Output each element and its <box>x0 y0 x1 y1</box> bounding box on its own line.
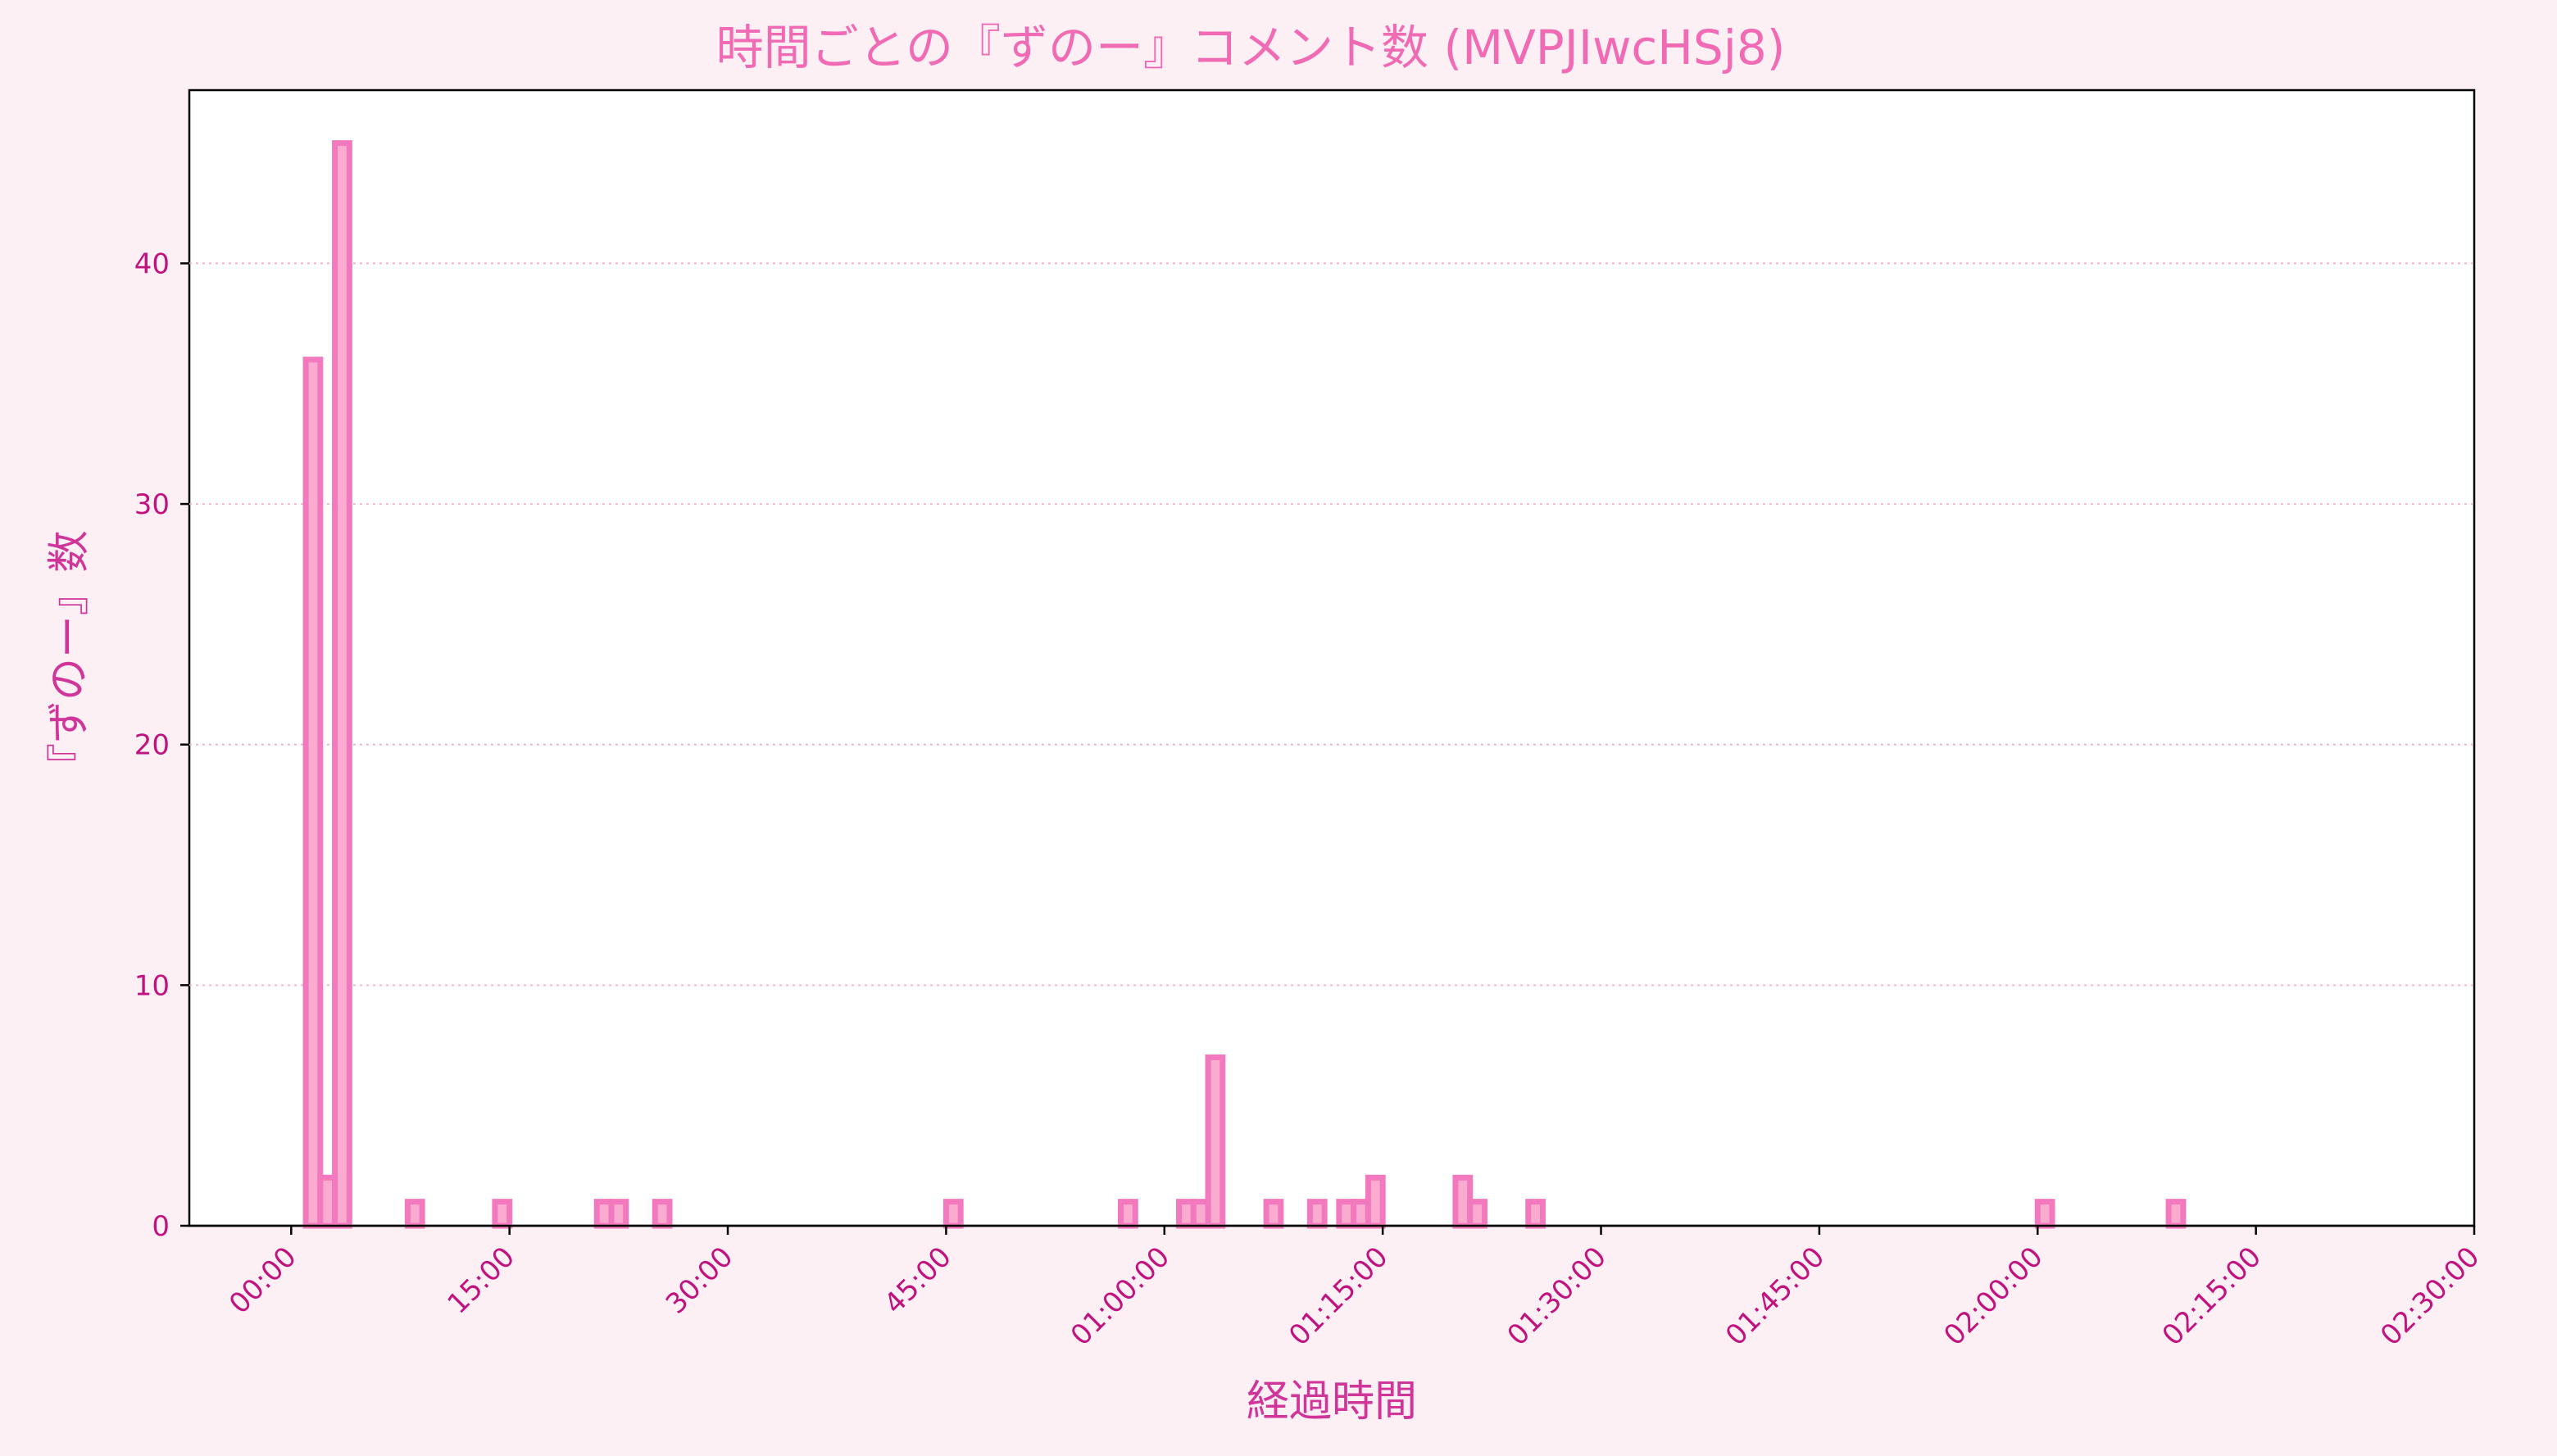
x-axis-label: 経過時間 <box>1247 1377 1417 1427</box>
bar <box>2034 1199 2055 1229</box>
bar <box>1118 1199 1138 1229</box>
x-axis-ticks: 00:00 15:00 30:00 45:00 01:00:00 01:15:00 01:3… <box>223 1226 2486 1352</box>
bar <box>1525 1199 1546 1229</box>
bar <box>404 1199 425 1229</box>
bar <box>1306 1199 1328 1229</box>
x-tick-label: 30:00 <box>660 1241 740 1321</box>
bar <box>652 1199 673 1229</box>
y-axis-ticks: 0 10 20 30 40 <box>134 247 189 1243</box>
x-tick-label: 15:00 <box>441 1241 521 1321</box>
x-tick-label: 02:15:00 <box>2156 1241 2268 1352</box>
bar <box>492 1199 513 1229</box>
y-tick-label: 10 <box>134 969 170 1002</box>
bar <box>1263 1199 1284 1229</box>
chart-title: 時間ごとの『ずのー』コメント数 (MVPJIwcHSj8) <box>716 20 1786 75</box>
grid-lines <box>189 262 2474 987</box>
bar <box>302 356 324 1229</box>
x-tick-label: 01:45:00 <box>1719 1241 1831 1352</box>
y-axis-label: 『ずのー』数 <box>45 530 94 786</box>
bar <box>2165 1199 2187 1229</box>
y-tick-label: 0 <box>152 1210 170 1243</box>
bar <box>608 1199 629 1229</box>
bar <box>1365 1174 1386 1229</box>
bar <box>1205 1054 1226 1229</box>
plot-area <box>188 88 2476 1227</box>
x-tick-label: 01:00:00 <box>1065 1241 1176 1352</box>
y-tick-label: 40 <box>134 247 170 280</box>
x-tick-label: 02:00:00 <box>1937 1241 2049 1352</box>
bar <box>332 140 352 1229</box>
x-tick-label: 00:00 <box>223 1241 303 1321</box>
x-tick-label: 02:30:00 <box>2374 1241 2486 1352</box>
y-tick-label: 30 <box>134 488 170 521</box>
bar <box>942 1199 964 1229</box>
bar <box>1467 1199 1487 1229</box>
x-tick-label: 01:15:00 <box>1283 1241 1394 1352</box>
y-tick-label: 20 <box>134 729 170 762</box>
x-tick-label: 45:00 <box>878 1241 958 1321</box>
x-tick-label: 01:30:00 <box>1501 1241 1613 1352</box>
